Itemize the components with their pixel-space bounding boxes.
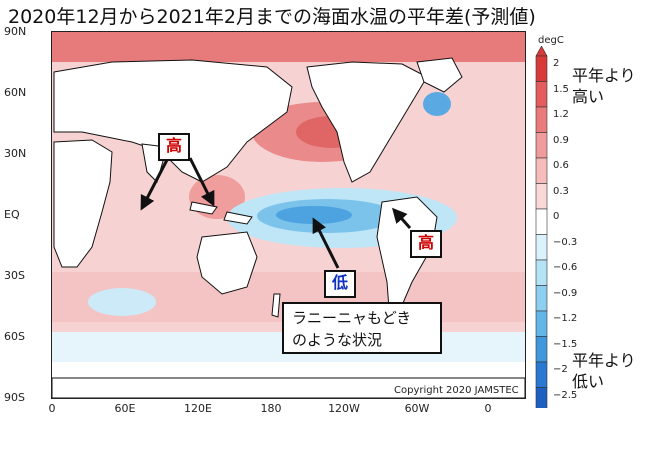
high-note: 平年より 高い	[572, 65, 636, 107]
sst-anomaly-map	[51, 31, 526, 399]
colorbar-level-label: 1.2	[553, 109, 569, 120]
lat-label-90s: 90S	[4, 391, 25, 404]
lat-label-eq: EQ	[4, 208, 20, 221]
north-america-land	[306, 61, 428, 183]
arrow-low-pacific	[312, 217, 340, 269]
lon-label-120w: 120W	[328, 402, 360, 415]
arctic-warm-band	[52, 32, 525, 62]
lat-label-60n: 60N	[4, 86, 27, 99]
greenland-land	[416, 57, 463, 93]
new-zealand-land	[271, 293, 281, 318]
eurasia-land	[53, 59, 293, 183]
colorbar-level-label: −0.9	[553, 287, 578, 299]
colorbar-level-label: −2	[553, 364, 568, 375]
colorbar-level-label: 0.9	[553, 134, 569, 146]
colorbar-level-label: −1.5	[553, 338, 578, 350]
north-atlantic-cool-patch	[423, 92, 451, 116]
equatorial-cool-core	[276, 206, 352, 224]
high-note-line2: 高い	[572, 87, 605, 106]
lat-label-90n: 90N	[4, 25, 27, 38]
colorbar-level-label: −2.5	[553, 389, 578, 401]
callout-high-south-america: 高	[410, 230, 442, 258]
high-note-line1: 平年より	[572, 66, 636, 85]
lat-label-60s: 60S	[4, 330, 25, 343]
caption-line1: ラニーニャもどき	[292, 309, 412, 327]
new-guinea-land	[223, 211, 253, 225]
lon-label-0-east: 0	[484, 402, 492, 415]
colorbar	[535, 46, 548, 408]
colorbar-unit: degC	[538, 35, 564, 46]
colorbar-swatch	[535, 387, 548, 408]
arrow-high-maritime	[188, 157, 215, 207]
lon-label-0: 0	[48, 402, 56, 415]
arrow-high-south-america	[392, 207, 412, 229]
colorbar-level-label: 0.6	[553, 160, 569, 171]
colorbar-level-label: −0.3	[553, 236, 578, 248]
sst-map-graphic	[52, 32, 525, 398]
la-nina-caption: ラニーニャもどき のような状況	[282, 302, 442, 354]
africa-land	[53, 139, 113, 268]
colorbar-level-label: 2	[553, 58, 560, 69]
australia-land	[196, 231, 258, 295]
caption-line2: のような状況	[292, 331, 383, 349]
lon-label-60e: 60E	[114, 402, 136, 415]
south-america-land	[376, 196, 438, 323]
callout-low-pacific: 低	[324, 270, 356, 298]
callout-high-asia: 高	[158, 133, 190, 161]
continents	[52, 57, 525, 398]
low-note-line1: 平年より	[572, 351, 636, 370]
low-note: 平年より 低い	[572, 350, 636, 392]
colorbar-level-label: 0	[553, 211, 560, 222]
lat-label-30n: 30N	[4, 147, 27, 160]
colorbar-level-label: 0.3	[553, 185, 569, 197]
lat-label-30s: 30S	[4, 269, 25, 282]
south-indian-cool-patch	[88, 288, 156, 316]
colorbar-level-label: −0.6	[553, 262, 578, 273]
copyright-text: Copyright 2020 JAMSTEC	[394, 385, 519, 396]
colorbar-level-label: 1.5	[553, 83, 569, 95]
lon-label-60w: 60W	[404, 402, 430, 415]
lon-label-180: 180	[260, 402, 282, 415]
antarctica-land	[52, 377, 525, 398]
colorbar-level-label: −1.2	[553, 313, 578, 324]
map-title: 2020年12月から2021年2月までの海面水温の平年差(予測値)	[8, 6, 536, 28]
lon-label-120e: 120E	[184, 402, 212, 415]
arrow-high-indian-ocean	[140, 157, 170, 211]
low-note-line2: 低い	[572, 372, 605, 391]
